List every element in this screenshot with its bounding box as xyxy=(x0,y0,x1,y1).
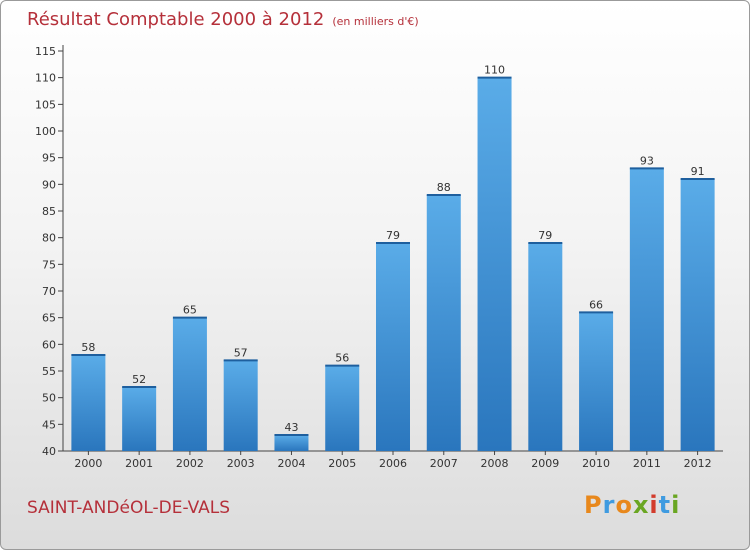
commune-name: SAINT-ANDéOL-DE-VALS xyxy=(27,498,231,518)
y-tick-label: 95 xyxy=(42,152,56,165)
x-tick-label: 2009 xyxy=(531,457,559,470)
logo-letter: i xyxy=(649,491,659,519)
y-tick-label: 110 xyxy=(35,72,56,85)
x-tick-label: 2007 xyxy=(430,457,458,470)
y-tick-label: 80 xyxy=(42,232,56,245)
bar-value-label: 57 xyxy=(234,346,248,359)
bar-2006 xyxy=(376,243,410,451)
bar-value-label: 93 xyxy=(640,154,654,167)
y-tick: 110 xyxy=(35,72,63,85)
bar-value-label: 91 xyxy=(691,165,705,178)
y-tick: 55 xyxy=(42,365,63,378)
y-tick-label: 85 xyxy=(42,205,56,218)
y-tick-label: 40 xyxy=(42,445,56,458)
x-tick-label: 2008 xyxy=(481,457,509,470)
x-tick-label: 2001 xyxy=(125,457,153,470)
y-tick-label: 90 xyxy=(42,178,56,191)
bar-value-label: 66 xyxy=(589,298,603,311)
y-tick-label: 50 xyxy=(42,392,56,405)
bar-2008 xyxy=(477,77,512,452)
y-tick-label: 115 xyxy=(35,45,56,58)
bar-value-label: 88 xyxy=(437,181,451,194)
logo-letter: t xyxy=(658,491,672,519)
x-tick-label: 2004 xyxy=(277,457,305,470)
x-tick-label: 2010 xyxy=(582,457,610,470)
bars: 58 52 65 57 43 56 79 88 110 79 66 93 91 xyxy=(71,64,715,452)
bar-value-label: 79 xyxy=(386,229,400,242)
x-tick-label: 2005 xyxy=(328,457,356,470)
y-tick-label: 75 xyxy=(42,258,56,271)
x-tick-label: 2000 xyxy=(74,457,102,470)
y-tick: 75 xyxy=(42,258,63,271)
y-tick: 95 xyxy=(42,152,63,165)
y-tick-label: 70 xyxy=(42,285,56,298)
y-tick-label: 60 xyxy=(42,338,56,351)
y-tick-label: 65 xyxy=(42,312,56,325)
y-tick-label: 105 xyxy=(35,98,56,111)
logo-letter: r xyxy=(602,491,616,519)
bar-value-label: 43 xyxy=(284,421,298,434)
y-tick-label: 100 xyxy=(35,125,56,138)
y-tick-label: 45 xyxy=(42,418,56,431)
bar-value-label: 79 xyxy=(538,229,552,242)
y-tick: 80 xyxy=(42,232,63,245)
bar-2005 xyxy=(325,365,360,451)
y-tick: 100 xyxy=(35,125,63,138)
y-tick: 90 xyxy=(42,178,63,191)
x-tick-label: 2002 xyxy=(176,457,204,470)
y-tick: 65 xyxy=(42,312,63,325)
y-tick: 70 xyxy=(42,285,63,298)
bar-value-label: 65 xyxy=(183,304,197,317)
bar-2007 xyxy=(426,195,461,451)
bar-2004 xyxy=(274,435,309,451)
y-tick: 45 xyxy=(42,418,63,431)
logo-letter: x xyxy=(632,491,650,519)
bar-2009 xyxy=(528,243,563,451)
y-tick: 115 xyxy=(35,45,63,58)
chart-title: Résultat Comptable 2000 à 2012 (en millie… xyxy=(27,9,419,30)
chart-subtitle: (en milliers d'€) xyxy=(332,15,419,28)
bar-2000 xyxy=(71,355,106,451)
logo-letter: P xyxy=(584,491,603,519)
bar-2003 xyxy=(223,360,258,451)
bar-2012 xyxy=(680,179,715,451)
y-tick: 85 xyxy=(42,205,63,218)
logo-letter: i xyxy=(671,491,681,519)
proxiti-logo: Proxiti xyxy=(584,491,680,519)
chart-title-text: Résultat Comptable 2000 à 2012 xyxy=(27,9,325,30)
y-tick: 40 xyxy=(42,445,63,458)
x-tick-label: 2012 xyxy=(684,457,712,470)
bar-2001 xyxy=(122,387,157,451)
y-tick: 50 xyxy=(42,392,63,405)
bar-value-label: 58 xyxy=(81,341,95,354)
bar-2011 xyxy=(629,168,664,452)
x-tick-label: 2011 xyxy=(633,457,661,470)
x-tick-label: 2003 xyxy=(227,457,255,470)
y-tick: 60 xyxy=(42,338,63,351)
y-tick-label: 55 xyxy=(42,365,56,378)
y-tick: 105 xyxy=(35,98,63,111)
bar-value-label: 52 xyxy=(132,373,146,386)
bar-2002 xyxy=(172,317,207,451)
bar-value-label: 56 xyxy=(335,352,349,365)
logo-letter: o xyxy=(615,491,633,519)
x-tick-label: 2006 xyxy=(379,457,407,470)
bar-value-label: 110 xyxy=(484,64,505,77)
bar-2010 xyxy=(579,312,614,451)
